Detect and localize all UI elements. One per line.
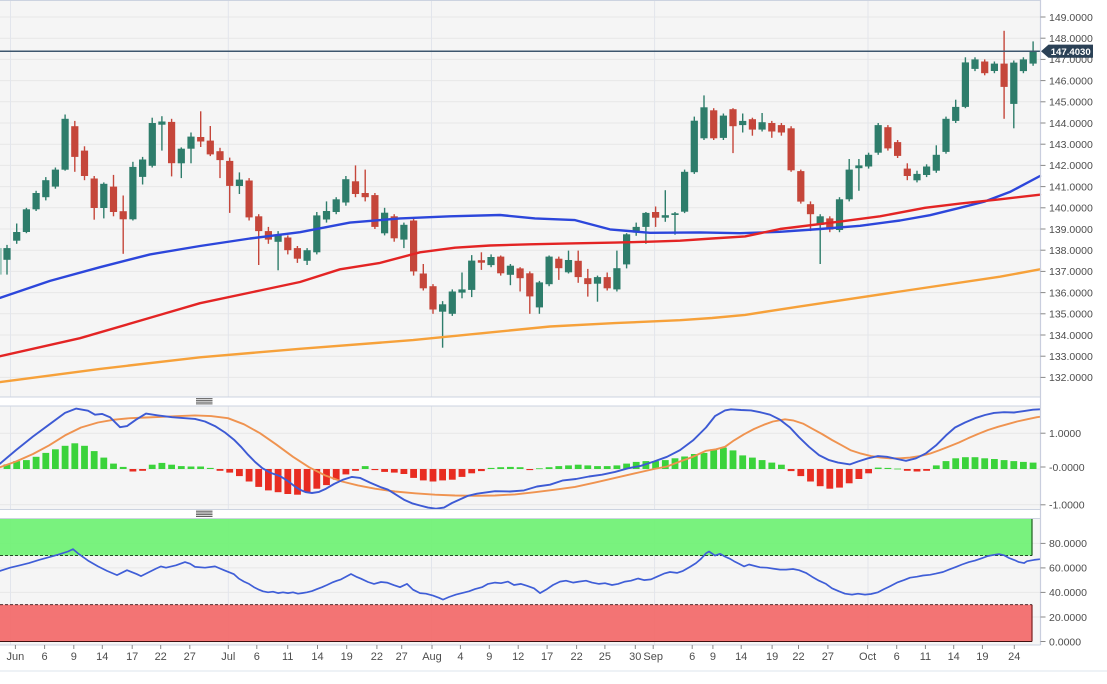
svg-text:1.0000: 1.0000 [1049,428,1081,440]
svg-text:9: 9 [710,651,716,663]
svg-text:142.0000: 142.0000 [1049,160,1093,172]
svg-text:6: 6 [42,651,48,663]
svg-text:19: 19 [341,651,353,663]
svg-text:14: 14 [948,651,960,663]
svg-text:22: 22 [371,651,383,663]
svg-text:149.0000: 149.0000 [1049,12,1093,24]
svg-text:22: 22 [155,651,167,663]
svg-text:4: 4 [457,651,463,663]
svg-text:147.0000: 147.0000 [1049,54,1093,66]
svg-text:147.4030: 147.4030 [1051,47,1091,58]
svg-text:14: 14 [96,651,108,663]
svg-text:Jun: Jun [7,651,25,663]
svg-text:30: 30 [629,651,641,663]
svg-text:19: 19 [766,651,778,663]
svg-text:19: 19 [976,651,988,663]
svg-text:-0.0000: -0.0000 [1049,462,1085,474]
svg-text:22: 22 [570,651,582,663]
svg-text:22: 22 [792,651,804,663]
svg-text:14: 14 [735,651,747,663]
svg-text:139.0000: 139.0000 [1049,224,1093,236]
svg-text:9: 9 [71,651,77,663]
svg-text:140.0000: 140.0000 [1049,203,1093,215]
svg-text:-1.0000: -1.0000 [1049,500,1085,512]
svg-text:Aug: Aug [422,651,442,663]
svg-text:9: 9 [486,651,492,663]
svg-text:Jul: Jul [221,651,235,663]
svg-text:11: 11 [282,651,293,663]
svg-text:Sep: Sep [643,651,663,663]
svg-text:143.0000: 143.0000 [1049,139,1093,151]
svg-text:134.0000: 134.0000 [1049,330,1093,342]
svg-text:24: 24 [1008,651,1020,663]
svg-text:135.0000: 135.0000 [1049,309,1093,321]
svg-text:Oct: Oct [859,651,876,663]
svg-text:141.0000: 141.0000 [1049,181,1093,193]
svg-text:144.0000: 144.0000 [1049,118,1093,130]
svg-text:17: 17 [541,651,553,663]
svg-text:27: 27 [822,651,834,663]
svg-text:17: 17 [126,651,138,663]
svg-text:136.0000: 136.0000 [1049,287,1093,299]
svg-text:14: 14 [311,651,323,663]
svg-text:150.0000: 150.0000 [1049,0,1093,3]
svg-text:148.0000: 148.0000 [1049,33,1093,45]
svg-text:80.0000: 80.0000 [1049,538,1087,550]
svg-text:40.0000: 40.0000 [1049,587,1087,599]
svg-text:11: 11 [920,651,931,663]
svg-text:146.0000: 146.0000 [1049,75,1093,87]
svg-text:145.0000: 145.0000 [1049,97,1093,109]
svg-text:6: 6 [894,651,900,663]
svg-text:6: 6 [689,651,695,663]
svg-text:20.0000: 20.0000 [1049,612,1087,624]
svg-text:138.0000: 138.0000 [1049,245,1093,257]
svg-text:0.0000: 0.0000 [1049,636,1081,648]
svg-text:27: 27 [184,651,196,663]
svg-text:6: 6 [254,651,260,663]
svg-text:25: 25 [599,651,611,663]
svg-text:60.0000: 60.0000 [1049,563,1087,575]
svg-text:27: 27 [396,651,408,663]
svg-text:137.0000: 137.0000 [1049,266,1093,278]
svg-text:12: 12 [512,651,524,663]
svg-text:132.0000: 132.0000 [1049,372,1093,384]
svg-text:133.0000: 133.0000 [1049,351,1093,363]
